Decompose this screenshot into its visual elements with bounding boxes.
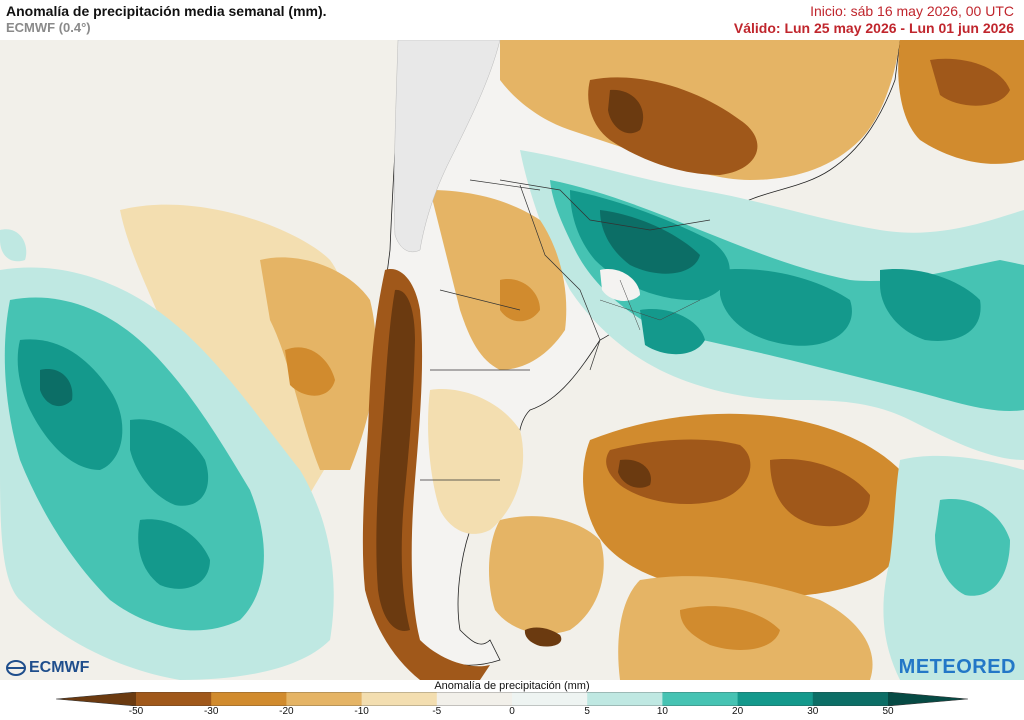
anomaly-neutral-uruguay bbox=[600, 269, 640, 302]
model-label: ECMWF (0.4°) bbox=[6, 20, 91, 35]
colorbar-tick-label: 5 bbox=[584, 706, 590, 717]
anomaly-dry-atlantic-ne-core bbox=[930, 58, 1010, 106]
valid-period: Válido: Lun 25 may 2026 - Lun 01 jun 202… bbox=[733, 20, 1014, 36]
header: Anomalía de precipitación media semanal … bbox=[0, 0, 1024, 40]
colorbar-segment bbox=[136, 692, 212, 706]
colorbar-tick-label: 0 bbox=[509, 706, 515, 717]
colorbar-tick-label: -30 bbox=[203, 706, 219, 717]
init-time: Inicio: sáb 16 may 2026, 00 UTC bbox=[810, 3, 1014, 19]
colorbar-segment bbox=[512, 692, 588, 706]
colorbar bbox=[56, 692, 968, 706]
ecmwf-logo: ECMWF bbox=[6, 658, 89, 678]
anomaly-dry-patagonia-shelf bbox=[488, 516, 604, 634]
colorbar-tick-label: -50 bbox=[128, 706, 144, 717]
anomaly-wet-edge bbox=[0, 229, 27, 262]
colorbar-tick-label: -10 bbox=[354, 706, 369, 717]
colorbar-segment bbox=[436, 692, 513, 706]
anomaly-dry-atlantic-south-core1 bbox=[606, 439, 751, 505]
country-borders bbox=[420, 179, 711, 481]
anomaly-wet-east-mid bbox=[935, 499, 1010, 596]
colorbar-tick-label: 20 bbox=[732, 706, 744, 717]
meteored-logo: METEORED bbox=[898, 656, 1016, 678]
andes-relief-north bbox=[393, 40, 501, 253]
anomaly-wet-pacific-dark2 bbox=[130, 419, 209, 506]
anomaly-dry-atlantic-south-core2 bbox=[770, 459, 870, 527]
anomaly-dry-south-atlantic-core bbox=[680, 606, 780, 650]
colorbar-tick-label: 10 bbox=[656, 706, 668, 717]
anomaly-wet-pacific-dark3 bbox=[138, 519, 210, 589]
anomaly-wet-atlantic-dark2 bbox=[720, 269, 852, 346]
anomaly-dry-chile-core bbox=[376, 289, 415, 631]
ecmwf-logo-text: ECMWF bbox=[29, 659, 90, 676]
falkland-islands bbox=[524, 627, 562, 647]
colorbar-ticks: -50 -30 -20 -10 -5 0 5 10 20 30 50 bbox=[0, 706, 1024, 720]
colorbar-tick-label: 50 bbox=[882, 706, 894, 717]
map-svg bbox=[0, 40, 1024, 680]
anomaly-wet-atlantic-dark4 bbox=[640, 309, 705, 355]
colorbar-tick-label: -5 bbox=[432, 706, 442, 717]
colorbar-segment bbox=[737, 692, 814, 706]
colorbar-segment bbox=[361, 692, 438, 706]
anomaly-dry-argentina-pampas bbox=[428, 389, 524, 534]
precip-anomaly-map[interactable] bbox=[0, 40, 1024, 680]
anomaly-wet-pacific-core bbox=[40, 369, 73, 407]
map-title: Anomalía de precipitación media semanal … bbox=[6, 3, 327, 19]
colorbar-segment bbox=[662, 692, 739, 706]
anomaly-dry-atlantic-south-deep bbox=[618, 459, 651, 488]
colorbar-min-extend bbox=[56, 692, 136, 706]
colorbar-segment bbox=[812, 692, 889, 706]
colorbar-max-extend bbox=[888, 692, 968, 706]
colorbar-segment bbox=[211, 692, 287, 706]
anomaly-dry-argentina-spot bbox=[500, 279, 540, 322]
colorbar-tick-label: 30 bbox=[807, 706, 819, 717]
anomaly-wet-atlantic-dark3 bbox=[880, 269, 981, 341]
anomaly-dry-brazil-deep bbox=[608, 89, 644, 134]
state-borders bbox=[599, 279, 701, 331]
anomaly-dry-pacific-spot bbox=[285, 347, 335, 396]
colorbar-segment bbox=[286, 692, 363, 706]
colorbar-tick-label: -20 bbox=[279, 706, 294, 717]
colorbar-title: Anomalía de precipitación (mm) bbox=[434, 680, 590, 692]
ecmwf-logo-icon bbox=[6, 660, 26, 676]
anomaly-dry-argentina-north bbox=[430, 190, 567, 370]
colorbar-segment bbox=[587, 692, 663, 706]
